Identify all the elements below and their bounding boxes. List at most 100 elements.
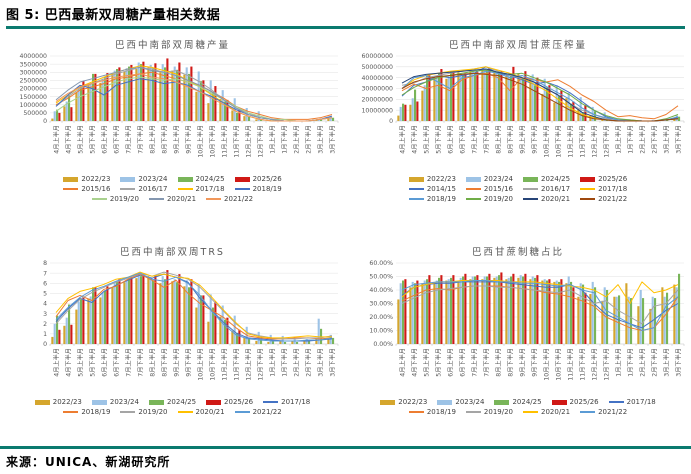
bar bbox=[403, 104, 406, 121]
bar bbox=[411, 98, 414, 121]
legend-item-2025/26: 2025/26 bbox=[234, 174, 282, 184]
bar bbox=[202, 80, 205, 122]
x-tick-label: 10月上半月 bbox=[196, 125, 204, 158]
bar bbox=[99, 82, 102, 121]
bar bbox=[480, 279, 483, 344]
bar bbox=[427, 275, 430, 344]
legend-item-2022/23: 2022/23 bbox=[63, 174, 110, 184]
bar bbox=[451, 71, 454, 121]
y-tick-label: 40000000 bbox=[361, 75, 393, 82]
bar-series-2024/25 bbox=[56, 276, 335, 344]
bar bbox=[154, 63, 157, 121]
bar bbox=[183, 286, 186, 344]
x-tick-label: 2月上半月 bbox=[638, 348, 646, 377]
x-tick-label: 2月下半月 bbox=[304, 125, 312, 154]
bar-series-2022/23 bbox=[51, 276, 330, 345]
legend-item-2020/21: 2020/21 bbox=[148, 194, 196, 204]
y-tick-label: 1 bbox=[43, 331, 47, 338]
bar-series-2024/25 bbox=[56, 64, 335, 122]
cane-crush-legend: 2022/23 2023/24 2024/25 2025/26 2014/15 2015/… bbox=[387, 174, 649, 204]
x-tick-label: 11月下半月 bbox=[578, 348, 586, 381]
y-tick-label: 4 bbox=[43, 301, 47, 308]
bar bbox=[435, 280, 438, 344]
bar bbox=[665, 292, 668, 344]
bar bbox=[540, 93, 543, 121]
bar bbox=[672, 284, 675, 344]
bar bbox=[495, 276, 498, 344]
legend-item-2017/18: 2017/18 bbox=[580, 184, 627, 194]
bar bbox=[415, 280, 418, 344]
bar bbox=[420, 283, 423, 344]
bar bbox=[435, 75, 438, 121]
bar bbox=[449, 71, 452, 121]
x-tick-label: 1月下半月 bbox=[626, 125, 634, 154]
bar bbox=[509, 73, 512, 121]
line-swatch-icon bbox=[408, 188, 424, 190]
bar bbox=[164, 279, 167, 344]
legend-item-2017/18: 2017/18 bbox=[177, 184, 225, 194]
bar bbox=[176, 282, 179, 344]
legend-item-2016/17: 2016/17 bbox=[523, 184, 570, 194]
bar bbox=[564, 98, 567, 121]
bar bbox=[499, 71, 502, 121]
bar bbox=[260, 339, 263, 344]
bar-swatch-icon bbox=[408, 176, 424, 182]
x-tick-label: 7月下半月 bbox=[136, 348, 144, 377]
legend-item-2024/25: 2024/25 bbox=[177, 174, 225, 184]
bar bbox=[449, 277, 452, 344]
y-tick-label: 50.00% bbox=[369, 274, 393, 281]
line-swatch-icon bbox=[523, 198, 538, 200]
legend-label: 2018/19 bbox=[426, 195, 456, 203]
bar bbox=[516, 73, 519, 121]
x-tick-label: 3月下半月 bbox=[674, 348, 682, 377]
x-tick-label: 8月下半月 bbox=[160, 348, 168, 377]
bar bbox=[137, 274, 140, 344]
legend-label: 2025/26 bbox=[224, 398, 254, 406]
bar bbox=[248, 337, 251, 344]
y-tick-label: 3 bbox=[43, 311, 47, 318]
legend-label: 2021/22 bbox=[598, 408, 628, 416]
bar bbox=[77, 301, 80, 344]
bar bbox=[70, 107, 73, 121]
legend-label: 2021/22 bbox=[252, 408, 282, 416]
bar bbox=[77, 86, 80, 122]
x-tick-label: 10月下半月 bbox=[554, 125, 562, 158]
y-tick-label: 60.00% bbox=[369, 260, 393, 267]
bar bbox=[497, 275, 500, 344]
y-tick-label: 2 bbox=[43, 321, 47, 328]
bar bbox=[284, 341, 287, 344]
x-tick-label: 1月下半月 bbox=[280, 348, 288, 377]
bar bbox=[408, 104, 411, 121]
bar bbox=[111, 73, 114, 122]
x-tick-label: 1月上半月 bbox=[614, 125, 622, 154]
y-tick-label: 1000000 bbox=[19, 102, 47, 109]
bar bbox=[677, 116, 680, 121]
bar bbox=[487, 273, 490, 344]
bar bbox=[576, 296, 579, 344]
x-tick-label: 2月上半月 bbox=[292, 348, 300, 377]
bar bbox=[178, 274, 181, 344]
bar-swatch-icon bbox=[494, 399, 510, 405]
bar bbox=[87, 83, 90, 122]
bar bbox=[63, 325, 66, 345]
bar bbox=[197, 71, 200, 121]
line-swatch-icon bbox=[234, 411, 250, 413]
bar bbox=[473, 73, 476, 121]
bar bbox=[475, 72, 478, 121]
line-series-2019/20 bbox=[55, 76, 333, 122]
x-tick-label: 7月上半月 bbox=[470, 348, 478, 377]
y-tick-label: 20.00% bbox=[369, 314, 393, 321]
bar bbox=[267, 341, 270, 344]
bar bbox=[408, 287, 411, 344]
legend-item-2024/25: 2024/25 bbox=[523, 174, 570, 184]
bar bbox=[195, 307, 198, 344]
x-tick-label: 9月下半月 bbox=[530, 348, 538, 377]
bar bbox=[463, 273, 466, 344]
bar bbox=[296, 341, 299, 344]
bar bbox=[641, 298, 644, 344]
bar bbox=[70, 324, 73, 344]
bar bbox=[106, 73, 109, 121]
bar bbox=[600, 300, 603, 344]
